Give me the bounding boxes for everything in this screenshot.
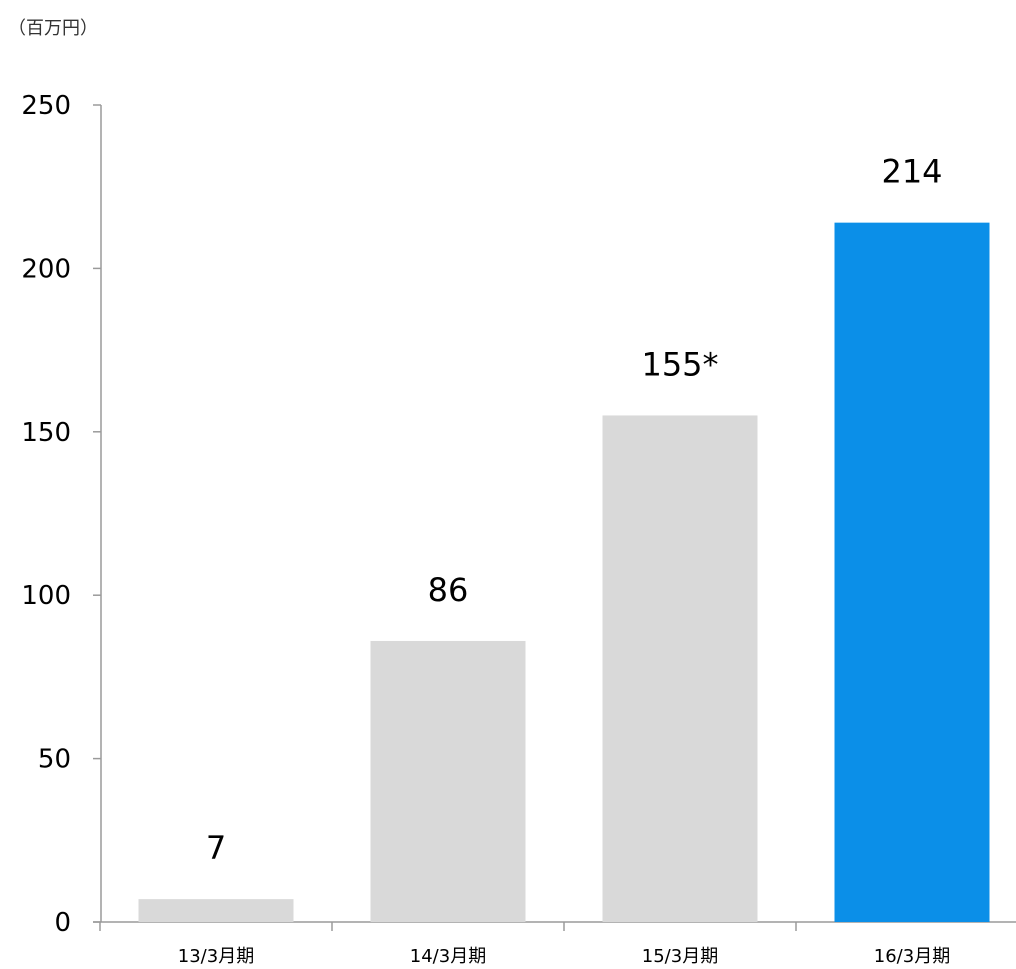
x-tick-label: 13/3月期	[178, 946, 254, 967]
bar	[834, 222, 990, 922]
y-tick-label: 0	[54, 908, 71, 938]
x-tick-label: 14/3月期	[410, 946, 486, 967]
bar	[138, 899, 294, 922]
data-label: 214	[881, 153, 942, 191]
labels: 7 13/3月期 86 14/3月期 155* 15/3月期 214 16/3月期	[178, 153, 950, 967]
bars	[138, 222, 990, 922]
data-label: 86	[428, 571, 469, 609]
bar	[370, 640, 526, 922]
x-tick-label: 15/3月期	[642, 946, 718, 967]
y-tick-label: 50	[38, 745, 71, 775]
y-tick-label: 100	[21, 581, 71, 611]
data-label: 155*	[641, 345, 718, 383]
y-tick-label: 200	[21, 254, 71, 284]
unit-label: （百万円）	[8, 18, 98, 39]
x-tick-label: 16/3月期	[874, 946, 950, 967]
y-tick-label: 250	[21, 91, 71, 121]
y-tick-label: 150	[21, 418, 71, 448]
bar	[602, 415, 758, 922]
data-label: 7	[206, 829, 226, 867]
axes: 0 50 100 150 200 250	[21, 91, 1016, 938]
